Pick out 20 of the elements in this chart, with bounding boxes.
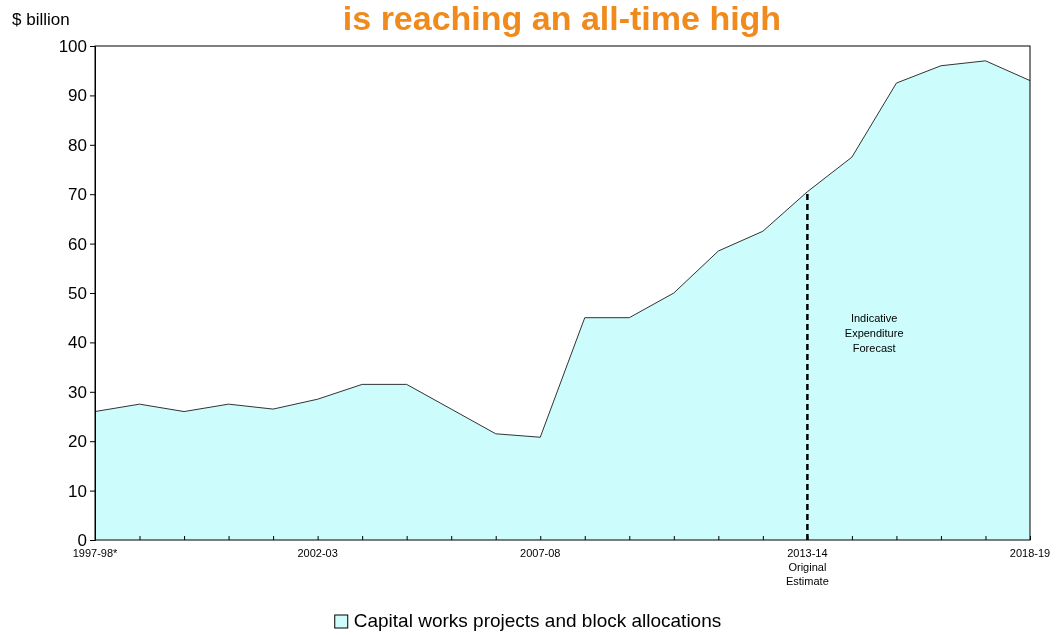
y-tick-label: 80 [68,135,87,155]
y-tick-label: 70 [68,185,87,205]
y-tick-label: 60 [68,234,87,254]
y-tick-label: 0 [77,530,87,550]
y-axis-title: $ billion [12,10,70,29]
y-tick-label: 10 [68,481,87,501]
x-tick-label: 2007-08 [520,547,561,559]
x-tick-label: 1997-98* [72,547,119,559]
y-tick-label: 30 [68,382,87,402]
annotation: Indicative Expenditure Forecast [844,312,904,354]
y-tick-label: 50 [68,283,87,303]
y-tick-label: 40 [68,333,87,353]
y-tick-label: 20 [68,432,87,452]
x-tick-label: 2013-14 Original Estimate [785,547,829,587]
y-tick-label: 90 [68,86,87,106]
x-tick-label: 2002-03 [297,547,338,559]
legend-label: Capital works projects and block allocations [353,610,722,631]
chart-title: is reaching an all-time high [342,0,782,37]
x-tick-label: 2018-19 [1009,547,1051,559]
y-tick-label: 100 [58,36,87,56]
